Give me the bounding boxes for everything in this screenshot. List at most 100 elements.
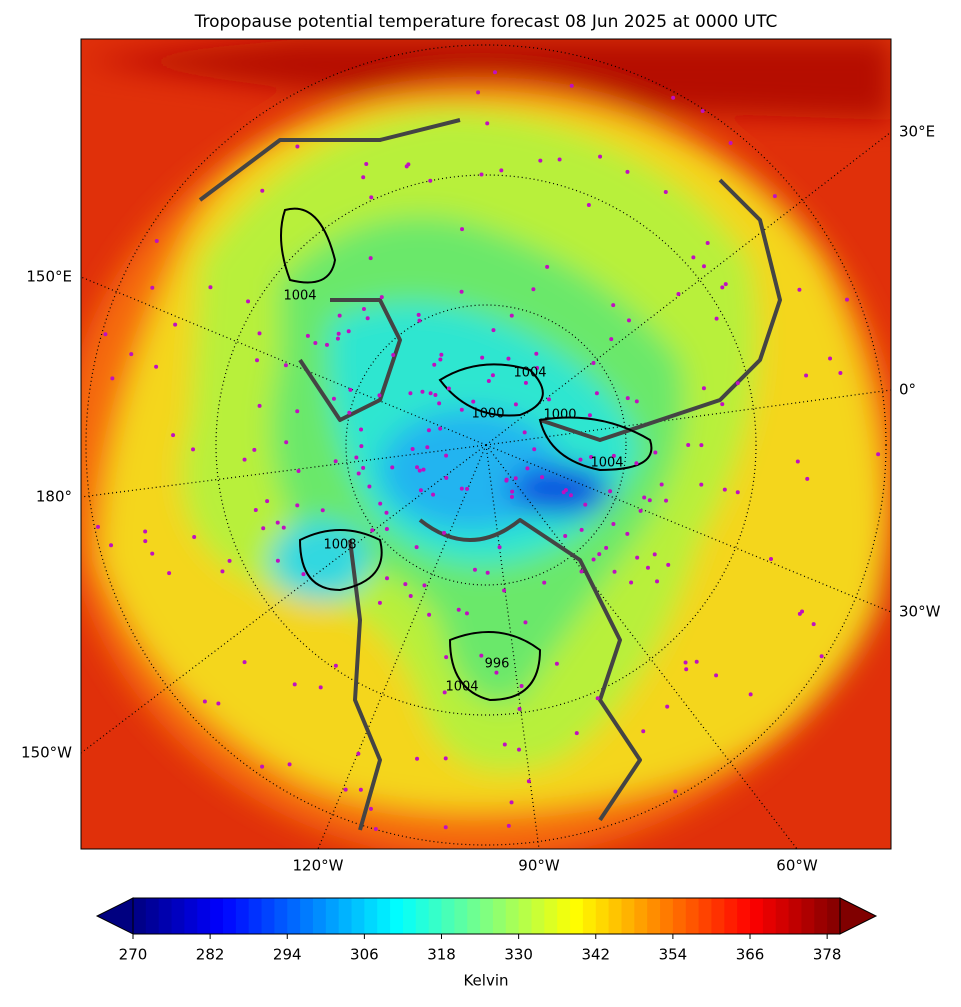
station-dot xyxy=(283,363,288,368)
colorbar-level xyxy=(197,898,211,934)
station-dot xyxy=(569,83,574,88)
colorbar-tick-label: 282 xyxy=(196,946,225,964)
station-dot xyxy=(432,362,437,367)
longitude-label: 150°W xyxy=(21,744,72,762)
colorbar-tick-label: 378 xyxy=(813,946,842,964)
station-dot xyxy=(384,526,389,531)
station-dot xyxy=(684,667,689,672)
colorbar-label: Kelvin xyxy=(463,972,508,990)
station-dot xyxy=(354,455,359,460)
station-dot xyxy=(356,471,361,476)
colorbar-level xyxy=(672,898,687,934)
station-dot xyxy=(595,696,600,701)
station-dot xyxy=(714,316,719,321)
map-frame xyxy=(80,38,892,850)
station-dot xyxy=(359,444,364,449)
station-dot xyxy=(701,264,706,269)
longitude-label: 90°W xyxy=(518,857,560,875)
station-dot xyxy=(208,285,213,290)
station-dot xyxy=(683,660,688,665)
station-dot xyxy=(284,440,289,445)
colorbar-level xyxy=(570,898,584,934)
colorbar-tick-label: 318 xyxy=(427,946,456,964)
station-dot xyxy=(295,503,300,508)
colorbar-level xyxy=(531,898,545,934)
station-dot xyxy=(296,469,301,474)
station-dot xyxy=(490,373,495,378)
station-dot xyxy=(691,255,696,260)
station-dot xyxy=(335,336,340,341)
colorbar-tick-label: 354 xyxy=(659,946,688,964)
station-dot xyxy=(499,168,504,173)
station-dot xyxy=(154,239,159,244)
station-dot xyxy=(418,488,423,493)
station-dot xyxy=(379,295,384,300)
colorbar-level xyxy=(454,898,468,934)
station-dot xyxy=(608,489,613,494)
station-dot xyxy=(699,443,704,448)
colorbar-level xyxy=(312,898,327,934)
station-dot xyxy=(472,567,477,572)
station-dot xyxy=(497,545,502,550)
station-dot xyxy=(417,468,422,473)
station-dot xyxy=(485,570,490,575)
station-dot xyxy=(666,562,671,567)
station-dot xyxy=(676,291,681,296)
station-dot xyxy=(384,576,389,581)
station-dot xyxy=(192,535,197,540)
station-dot xyxy=(485,121,490,126)
colorbar-level xyxy=(248,898,263,934)
contour-label: 1004 xyxy=(283,289,316,304)
colorbar-level xyxy=(300,898,314,934)
station-dot xyxy=(370,528,375,533)
station-dot xyxy=(720,285,725,290)
station-dot xyxy=(554,661,559,666)
station-dot xyxy=(433,393,438,398)
station-dot xyxy=(408,593,413,598)
station-dot xyxy=(804,373,809,378)
station-dot xyxy=(638,508,643,513)
station-dot xyxy=(502,588,507,593)
colorbar-level xyxy=(338,898,353,934)
station-dot xyxy=(611,303,616,308)
title: Tropopause potential temperature forecas… xyxy=(194,12,778,32)
colorbar-tick-label: 342 xyxy=(581,946,610,964)
station-dot xyxy=(295,144,300,149)
longitude-label: 150°E xyxy=(26,268,72,286)
station-dot xyxy=(287,762,292,767)
station-dot xyxy=(546,397,551,402)
station-dot xyxy=(377,600,382,605)
station-dot xyxy=(531,287,536,292)
station-dot xyxy=(456,607,461,612)
station-dot xyxy=(110,376,115,381)
station-dot xyxy=(333,459,338,464)
station-dot xyxy=(625,531,630,536)
station-dot xyxy=(143,529,148,534)
station-dot xyxy=(438,357,443,362)
station-dot xyxy=(647,498,652,503)
colorbar-level xyxy=(274,898,288,934)
station-dot xyxy=(318,685,323,690)
station-dot xyxy=(242,457,247,462)
station-dot xyxy=(422,583,427,588)
station-dot xyxy=(257,331,262,336)
station-dot xyxy=(261,526,266,531)
station-dot xyxy=(361,465,366,470)
colorbar-level xyxy=(325,898,340,934)
station-dot xyxy=(768,557,773,562)
colorbar-level xyxy=(390,898,404,934)
station-dot xyxy=(578,457,583,462)
colorbar-tick-label: 366 xyxy=(736,946,765,964)
station-dot xyxy=(459,486,464,491)
longitude-labels: 30°E 150°E 0° 180° 30°W 150°W 120°W 90°W 60°W xyxy=(21,123,941,875)
colorbar-level xyxy=(750,898,764,934)
station-dot xyxy=(772,194,777,199)
station-dot xyxy=(437,401,442,406)
station-dot xyxy=(597,552,602,557)
station-dot xyxy=(359,427,364,432)
station-dot xyxy=(431,492,436,497)
colorbar-level xyxy=(467,898,481,934)
colorbar-level xyxy=(364,898,378,934)
station-dot xyxy=(517,747,522,752)
colorbar-level xyxy=(621,898,635,934)
